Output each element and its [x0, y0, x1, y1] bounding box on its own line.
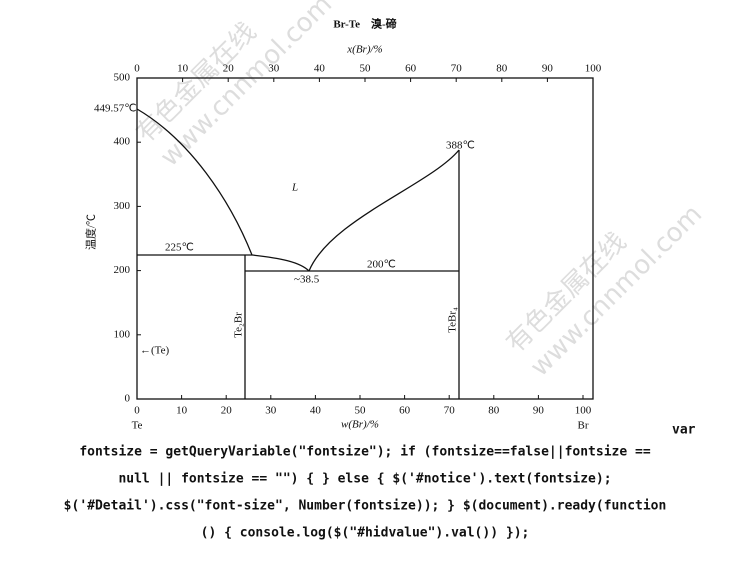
end-label: Te: [132, 420, 143, 432]
top-axis-label: x(Br)/%: [346, 44, 382, 56]
top-tick-label: 90: [542, 63, 554, 75]
annotation: 225℃: [165, 242, 194, 254]
y-tick-label: 200: [114, 264, 131, 276]
code-text: var: [672, 423, 696, 438]
y-tick-label: 300: [114, 200, 131, 212]
top-tick-label: 40: [314, 63, 326, 75]
bottom-tick-label: 0: [134, 405, 140, 417]
annotation: L: [291, 182, 298, 194]
bottom-tick-label: 70: [444, 405, 456, 417]
bottom-tick-label: 80: [488, 405, 500, 417]
top-tick-label: 80: [496, 63, 508, 75]
liquidus: [308, 149, 460, 272]
annotation: 388℃: [446, 140, 475, 152]
annotation: 449.57℃: [94, 103, 137, 115]
y-tick-label: 400: [114, 136, 131, 148]
top-tick-label: 0: [134, 63, 140, 75]
bottom-tick-label: 60: [399, 405, 411, 417]
y-tick-label: 0: [125, 393, 131, 405]
top-tick-label: 30: [268, 63, 280, 75]
y-tick-label: 500: [114, 72, 131, 84]
y-tick-label: 100: [114, 328, 131, 340]
bottom-tick-label: 10: [176, 405, 188, 417]
liquidus: [251, 254, 310, 272]
annotation: Te₂Br: [233, 312, 245, 338]
annotation: 200℃: [367, 259, 396, 271]
bottom-tick-label: 100: [575, 405, 592, 417]
code-text: null || fontsize == "") { } else { $('#n…: [118, 472, 611, 487]
top-tick-label: 20: [223, 63, 235, 75]
annotation: ~38.5: [294, 274, 320, 286]
liquidus: [136, 108, 253, 256]
top-tick-label: 60: [405, 63, 417, 75]
annotation: TeBr₄: [447, 307, 459, 333]
bottom-tick-label: 40: [310, 405, 322, 417]
bottom-tick-label: 30: [265, 405, 277, 417]
top-tick-label: 10: [177, 63, 189, 75]
bottom-tick-label: 90: [533, 405, 545, 417]
top-tick-label: 70: [451, 63, 463, 75]
bottom-tick-label: 50: [355, 405, 367, 417]
top-tick-label: 100: [585, 63, 602, 75]
top-tick-label: 50: [360, 63, 372, 75]
title: Br-Te 溴-碲: [333, 17, 396, 31]
bottom-tick-label: 20: [221, 405, 233, 417]
annotation: ←(Te): [140, 345, 169, 357]
code-text: () { console.log($("#hidvalue").val()) }…: [201, 526, 530, 541]
bottom-axis-label: w(Br)/%: [341, 419, 379, 431]
code-text: fontsize = getQueryVariable("fontsize");…: [79, 445, 651, 460]
end-label: Br: [578, 420, 589, 432]
code-text: $('#Detail').css("font-size", Number(fon…: [64, 499, 667, 514]
y-axis-label: 温度/℃: [84, 214, 98, 250]
